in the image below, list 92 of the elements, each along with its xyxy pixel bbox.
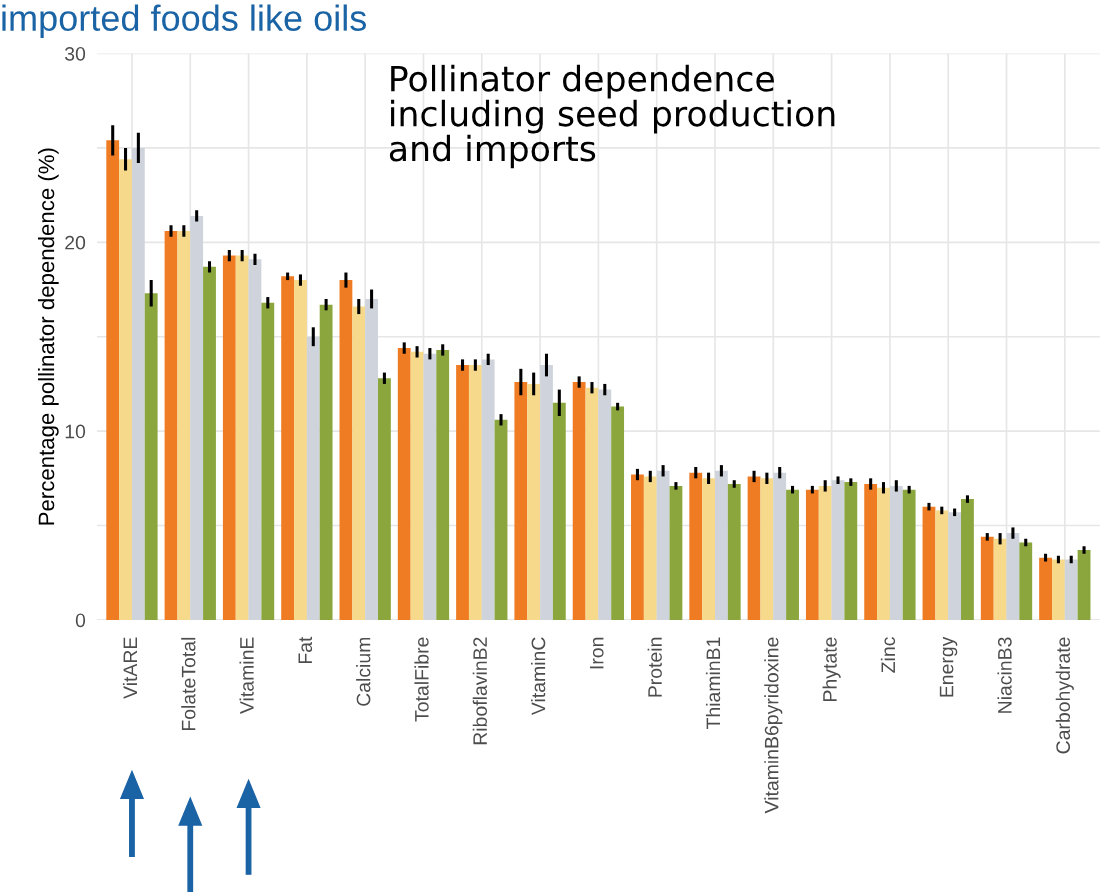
bar [760, 478, 774, 620]
bar [805, 489, 819, 620]
bar [468, 365, 482, 620]
bar [714, 470, 728, 620]
bar [702, 478, 715, 620]
y-tick-label: 30 [64, 46, 86, 61]
bar [1019, 542, 1033, 620]
y-tick-label: 10 [65, 424, 86, 439]
x-tick-label: VitARE [122, 637, 138, 699]
bar [727, 484, 741, 620]
bar [203, 266, 216, 620]
bar [235, 255, 249, 620]
bar [306, 336, 320, 620]
bar [248, 259, 262, 620]
bar [877, 487, 890, 620]
chart-title: imported foods like oils [2, 4, 366, 39]
bar [598, 389, 612, 620]
x-tick-label: Fat [298, 636, 313, 664]
y-tick-label: 20 [65, 235, 86, 250]
bar [281, 276, 295, 620]
bar [948, 512, 962, 620]
bar [410, 351, 424, 620]
bar [585, 387, 599, 620]
bar [365, 298, 378, 620]
bar [818, 485, 832, 620]
x-tick-label: FolateTotal [181, 637, 196, 731]
x-tick-label: RiboflavinB2 [472, 637, 487, 745]
bar [643, 476, 657, 620]
bar [902, 489, 916, 620]
bar [339, 280, 353, 620]
bar [1051, 559, 1065, 620]
bar [961, 499, 974, 620]
bar [993, 538, 1007, 620]
bar [689, 472, 703, 620]
bar [423, 353, 437, 620]
bar [540, 365, 553, 620]
bar [294, 280, 307, 620]
x-tick-label: NiacinB3 [997, 637, 1012, 713]
bar [1077, 550, 1091, 620]
bar [177, 231, 191, 620]
bar [1064, 559, 1078, 620]
bar [611, 406, 625, 620]
x-tick-label: Carbohydrate [1055, 637, 1074, 754]
bar [119, 159, 132, 620]
x-tick-label: Calcium [356, 637, 371, 706]
bar [222, 255, 236, 620]
bar [980, 536, 994, 620]
bar [831, 480, 845, 620]
x-tick-label: VitaminC [531, 637, 546, 716]
bar [481, 359, 495, 620]
bar [456, 365, 469, 620]
x-tick-label: Zinc [880, 637, 896, 673]
bar [922, 506, 936, 620]
bar [106, 140, 120, 620]
bar [190, 215, 204, 620]
bar [844, 482, 858, 620]
bar [144, 293, 158, 620]
bar [261, 302, 275, 620]
bar [656, 470, 670, 620]
bar [747, 476, 761, 620]
y-tick-label: 0 [75, 613, 86, 628]
bar [514, 382, 528, 620]
bar [378, 378, 391, 620]
bar [164, 231, 178, 620]
x-tick-label: VitaminB6pyridoxine [764, 637, 783, 814]
bar [397, 348, 411, 620]
bar [889, 485, 903, 620]
x-tick-label: VitaminE [239, 637, 254, 714]
x-tick-label: Phytate [822, 637, 841, 701]
bar [319, 304, 333, 620]
x-tick-label: TotalFibre [414, 637, 429, 722]
bar [352, 306, 366, 620]
x-tick-label: Iron [590, 637, 604, 669]
bar [935, 510, 949, 620]
bar [773, 472, 787, 620]
x-tick-label: Protein [647, 637, 662, 697]
annotation: Pollinator dependence including seed production and imports [389, 64, 835, 169]
bar [494, 419, 508, 620]
bar [669, 485, 683, 620]
bar [864, 484, 878, 620]
bar [572, 382, 586, 620]
bar [1039, 557, 1052, 620]
bar [1006, 533, 1020, 620]
bar [631, 474, 644, 620]
bar [527, 383, 541, 620]
bar [552, 402, 566, 620]
x-tick-label: Energy [939, 636, 958, 697]
bar [131, 147, 145, 620]
bar [786, 489, 799, 620]
x-tick-label: ThiaminB1 [705, 637, 721, 730]
y-axis-title: Percentage pollinator dependence (%) [37, 148, 59, 525]
bar [436, 349, 450, 620]
